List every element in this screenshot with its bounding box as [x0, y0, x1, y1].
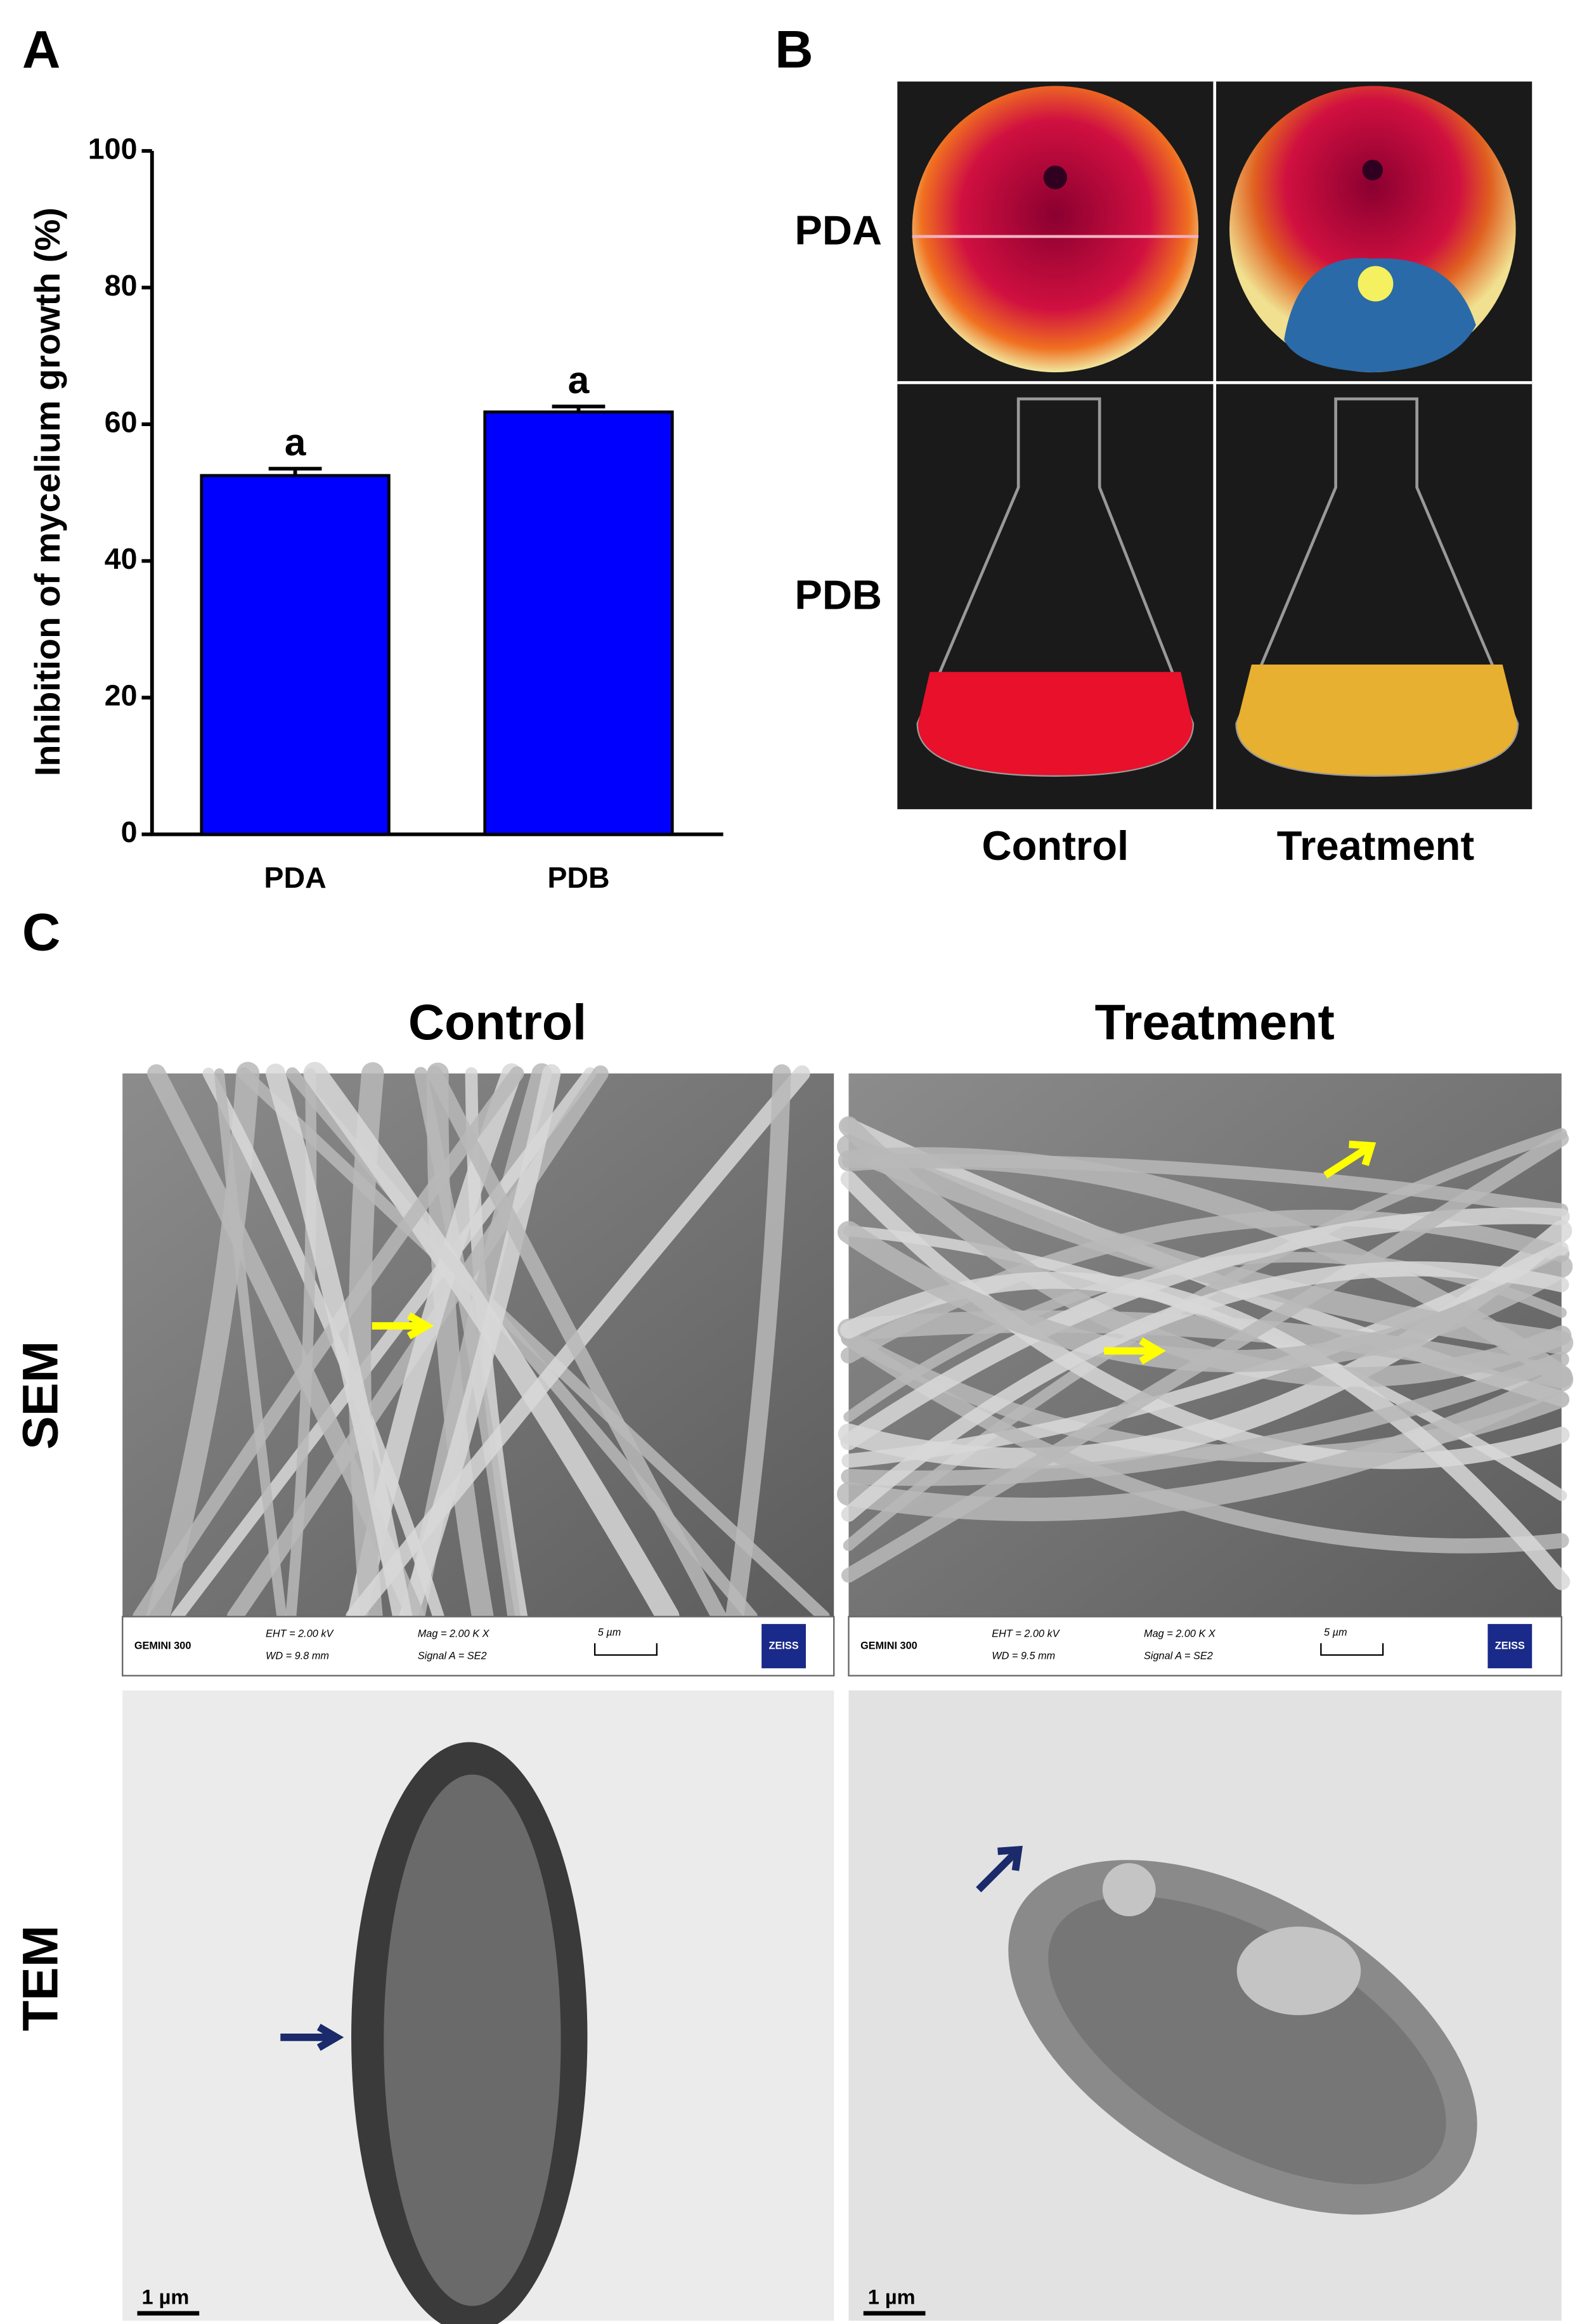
hypha	[146, 1061, 260, 1628]
wd: WD = 9.5 mm	[992, 1651, 1055, 1662]
logo	[761, 1624, 806, 1668]
hypha	[427, 1065, 727, 1625]
eht: EHT = 2.00 kV	[266, 1628, 334, 1640]
hypha	[841, 1351, 1569, 1486]
hypha	[414, 1067, 521, 1623]
instrument: GEMINI 300	[134, 1640, 191, 1651]
significance-label: a	[568, 358, 590, 401]
y-tick-label: 20	[105, 678, 138, 711]
column-label: Treatment	[1095, 994, 1335, 1050]
wd: WD = 9.8 mm	[266, 1651, 329, 1662]
row-label: TEM	[12, 1925, 68, 2031]
y-axis-label: Inhibition of mycelium growth (%)	[27, 207, 67, 776]
significance-label: a	[285, 420, 307, 464]
arrow	[280, 2023, 344, 2051]
scale-label: 1 µm	[141, 2285, 189, 2308]
eht: EHT = 2.00 kV	[992, 1628, 1060, 1640]
hypha	[266, 1063, 413, 1627]
y-tick-label: 0	[121, 815, 138, 848]
bar	[200, 474, 391, 836]
spore-body	[384, 1774, 561, 2306]
info-bar	[848, 1616, 1562, 1677]
row-label: PDB	[794, 572, 882, 618]
x-tick-label: PDA	[264, 861, 326, 894]
y-tick-label: 40	[105, 542, 138, 575]
instrument: GEMINI 300	[860, 1640, 917, 1651]
hypha	[303, 1061, 680, 1628]
vacuole	[1102, 1863, 1156, 1916]
hypha	[725, 1064, 791, 1626]
bar-chart: Inhibition of mycelium growth (%) 0 20 40 6…	[27, 132, 723, 894]
row-label: SEM	[12, 1341, 68, 1450]
scale-bar	[593, 1643, 658, 1656]
hypha	[285, 1068, 317, 1622]
scale-bar	[1320, 1643, 1384, 1656]
hypha	[837, 1221, 1573, 1372]
arrow	[1104, 1337, 1166, 1365]
scale: 5 µm	[1324, 1626, 1347, 1638]
hypha	[841, 1242, 1569, 1468]
error-bar	[552, 405, 606, 412]
hypha	[399, 1064, 561, 1626]
y-tick-label: 60	[105, 405, 138, 438]
signal: Signal A = SE2	[1144, 1651, 1213, 1662]
mag: Mag = 2.00 K X	[418, 1628, 490, 1640]
hypha	[837, 1310, 1573, 1389]
arrow	[372, 1312, 434, 1340]
bar	[483, 410, 674, 836]
mag: Mag = 2.00 K X	[1144, 1628, 1216, 1640]
spore-body	[1048, 1896, 1446, 2184]
panel-label: B	[775, 19, 813, 79]
hypha	[841, 1153, 1569, 1217]
photo-grid	[897, 81, 1532, 810]
arrow	[1323, 1140, 1377, 1179]
scale-label: 1 µm	[868, 2285, 916, 2308]
y-tick-label: 80	[105, 269, 138, 302]
scale: 5 µm	[598, 1626, 621, 1638]
info-bar	[122, 1616, 835, 1677]
signal: Signal A = SE2	[418, 1651, 487, 1662]
hypha	[841, 1331, 1569, 1554]
hypha	[133, 1066, 524, 1624]
hypha	[841, 1261, 1569, 1522]
hypha	[214, 1068, 287, 1622]
brand: ZEISS	[1495, 1640, 1525, 1651]
vacuole	[1236, 1926, 1361, 2015]
error-bar	[268, 467, 322, 476]
arrow	[976, 1845, 1023, 1893]
column-label: Control	[408, 994, 586, 1050]
y-tick-label: 100	[88, 132, 138, 165]
column-label: Control	[982, 822, 1129, 869]
brand: ZEISS	[769, 1640, 799, 1651]
panel-label: A	[22, 19, 61, 79]
panel-label: C	[22, 902, 61, 961]
hypha	[840, 1207, 1570, 1450]
micrographs: GEMINI 300 EHT = 2.00 kV WD = 9.8 mm Mag = …	[122, 1061, 1574, 2324]
logo	[1487, 1624, 1532, 1668]
row-label: PDA	[794, 207, 882, 254]
column-label: Treatment	[1277, 822, 1474, 869]
x-tick-label: PDB	[547, 861, 609, 894]
